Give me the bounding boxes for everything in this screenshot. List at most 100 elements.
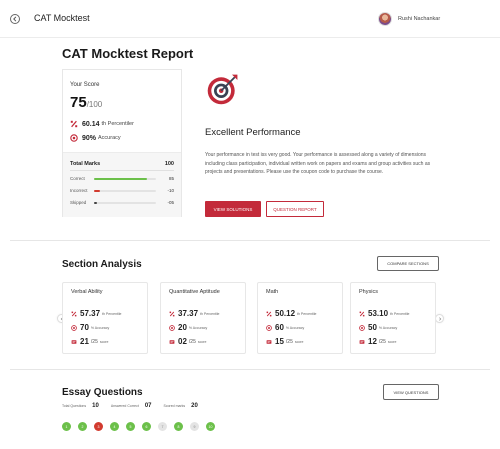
section-accuracy-value: 50 <box>368 323 377 332</box>
scored-marks-value: 20 <box>191 403 198 409</box>
question-status-dot[interactable]: 4 <box>110 422 119 431</box>
percentile-value: 60.14 <box>82 120 100 128</box>
essay-stats: Total Questions 10 Answered Correct 07 S… <box>62 403 210 409</box>
section-card[interactable]: Verbal Ability 57.37 th Percentile 70 % … <box>62 282 148 354</box>
section-percentile-value: 57.37 <box>80 309 101 318</box>
question-status-dot[interactable]: 3 <box>94 422 103 431</box>
view-questions-button[interactable]: VIEW QUESTIONS <box>383 384 439 400</box>
marks-row-value: 85 <box>168 176 174 181</box>
target-small-icon <box>266 324 272 331</box>
section-accuracy: 60 % Accuracy <box>266 323 304 332</box>
question-status-dot[interactable]: 5 <box>126 422 135 431</box>
question-status-dot[interactable]: 1 <box>62 422 71 431</box>
marks-bar <box>94 190 156 192</box>
chevron-left-icon <box>60 316 63 321</box>
section-accuracy-value: 60 <box>275 323 284 332</box>
marks-row-label: Correct <box>70 176 85 181</box>
section-percentile-value: 53.10 <box>368 309 389 318</box>
section-score-total: /25 <box>188 338 196 345</box>
section-card[interactable]: Physics 53.10 th Percentile 50 % Accurac… <box>350 282 436 354</box>
section-name: Physics <box>359 289 378 295</box>
marks-row-value: -05 <box>167 200 174 205</box>
section-accuracy-suffix: % Accuracy <box>285 325 305 330</box>
scorecard-icon <box>71 339 77 344</box>
score-number: 75 <box>70 94 87 111</box>
score-card: Your Score 75/100 60.14 th Percentiler 9… <box>62 69 182 217</box>
section-name: Quantitative Aptitude <box>169 289 220 295</box>
percent-icon <box>70 120 78 128</box>
question-status-dot[interactable]: 7 <box>158 422 167 431</box>
marks-bar-fill <box>94 202 98 204</box>
percent-icon <box>169 311 175 316</box>
total-questions-label: Total Questions <box>62 404 87 408</box>
back-button[interactable] <box>10 14 20 24</box>
section-score-total: /25 <box>285 338 293 345</box>
question-status-dot[interactable]: 2 <box>78 422 87 431</box>
section-score: 21 /25 score <box>71 337 108 346</box>
question-status-list: 1 2 3 4 5 6 7 8 9 10 <box>62 422 222 431</box>
marks-row-skipped: Skipped -05 <box>70 199 174 207</box>
target-small-icon <box>359 324 365 331</box>
section-card[interactable]: Math 50.12 th Percentile 60 % Accuracy 1… <box>257 282 343 354</box>
section-percentile-suffix: th Percentile <box>200 311 220 316</box>
divider <box>70 170 174 171</box>
section-percentile-value: 37.37 <box>178 309 199 318</box>
answered-correct-value: 07 <box>144 403 152 409</box>
section-score: 15 /25 score <box>266 337 303 346</box>
section-divider <box>10 369 490 370</box>
your-score-label: Your Score <box>70 82 100 88</box>
compare-sections-button[interactable]: COMPARE SECTIONS <box>377 256 439 271</box>
percentile-label: th Percentiler <box>101 121 134 127</box>
target-icon <box>207 74 238 105</box>
section-accuracy: 70 % Accuracy <box>71 323 109 332</box>
question-status-dot[interactable]: 10 <box>206 422 215 431</box>
page-title: CAT Mocktest Report <box>62 46 194 61</box>
score-total: /100 <box>86 100 103 109</box>
percent-icon <box>359 311 365 316</box>
chevron-left-icon <box>13 16 17 22</box>
total-questions-value: 10 <box>92 403 99 409</box>
section-accuracy: 50 % Accuracy <box>359 323 397 332</box>
chevron-right-icon <box>438 316 441 321</box>
total-marks-label: Total Marks <box>70 161 101 167</box>
section-accuracy-value: 70 <box>80 323 89 332</box>
carousel-next-button[interactable] <box>435 314 444 323</box>
accuracy-stat: 90% Accuracy <box>70 134 121 142</box>
section-percentile-suffix: th Percentile <box>102 311 122 316</box>
section-name: Verbal Ability <box>71 289 103 295</box>
performance-description: Your performance in test iss very good. … <box>205 152 431 175</box>
question-status-dot[interactable]: 6 <box>142 422 151 431</box>
user-avatar[interactable] <box>378 12 392 26</box>
score-value: 75/100 <box>70 94 102 111</box>
section-score: 02 /25 score <box>169 337 206 346</box>
section-score-suffix: score <box>387 339 397 344</box>
view-solutions-button[interactable]: VIEW SOLUTIONS <box>205 201 261 217</box>
performance-title: Excellent Performance <box>205 127 301 138</box>
percent-icon <box>71 311 77 316</box>
section-percentile: 57.37 th Percentile <box>71 309 122 318</box>
question-status-dot[interactable]: 8 <box>174 422 183 431</box>
question-report-button[interactable]: QUESTION REPORT <box>266 201 324 217</box>
section-percentile-suffix: th Percentile <box>390 311 410 316</box>
marks-bar-fill <box>94 178 147 180</box>
section-accuracy-suffix: % Accuracy <box>90 325 110 330</box>
section-name: Math <box>266 289 279 295</box>
marks-row-incorrect: Incorrect -10 <box>70 187 174 195</box>
user-name[interactable]: Rushi Nachankar <box>398 16 441 22</box>
scorecard-icon <box>266 339 272 344</box>
section-accuracy-suffix: % Accuracy <box>188 325 208 330</box>
total-marks-panel: Total Marks 100 Correct 85 Incorrect -10… <box>63 152 181 217</box>
section-score-value: 15 <box>275 337 284 346</box>
marks-bar-fill <box>94 190 101 192</box>
section-card[interactable]: Quantitative Aptitude 37.37 th Percentil… <box>160 282 246 354</box>
section-score-suffix: score <box>294 339 304 344</box>
marks-row-label: Incorrect <box>70 188 88 193</box>
section-accuracy-value: 20 <box>178 323 187 332</box>
question-status-dot[interactable]: 9 <box>190 422 199 431</box>
marks-row-correct: Correct 85 <box>70 175 174 183</box>
percentile-stat: 60.14 th Percentiler <box>70 120 134 128</box>
target-small-icon <box>71 324 77 331</box>
section-percentile: 50.12 th Percentile <box>266 309 317 318</box>
section-percentile-value: 50.12 <box>275 309 296 318</box>
scorecard-icon <box>359 339 365 344</box>
